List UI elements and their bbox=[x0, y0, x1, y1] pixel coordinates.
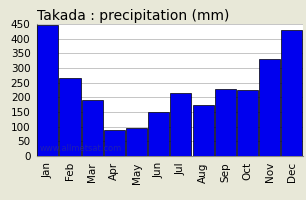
Bar bbox=[82, 100, 103, 156]
Bar bbox=[126, 128, 147, 156]
Bar bbox=[170, 93, 192, 156]
Bar bbox=[59, 78, 80, 156]
Bar bbox=[148, 112, 169, 156]
Bar bbox=[281, 30, 302, 156]
Bar bbox=[104, 130, 125, 156]
Bar bbox=[37, 25, 58, 156]
Text: www.allmetsat.com: www.allmetsat.com bbox=[39, 144, 121, 153]
Text: Takada : precipitation (mm): Takada : precipitation (mm) bbox=[37, 9, 229, 23]
Bar bbox=[237, 90, 258, 156]
Bar bbox=[192, 105, 214, 156]
Bar bbox=[259, 59, 280, 156]
Bar bbox=[215, 89, 236, 156]
